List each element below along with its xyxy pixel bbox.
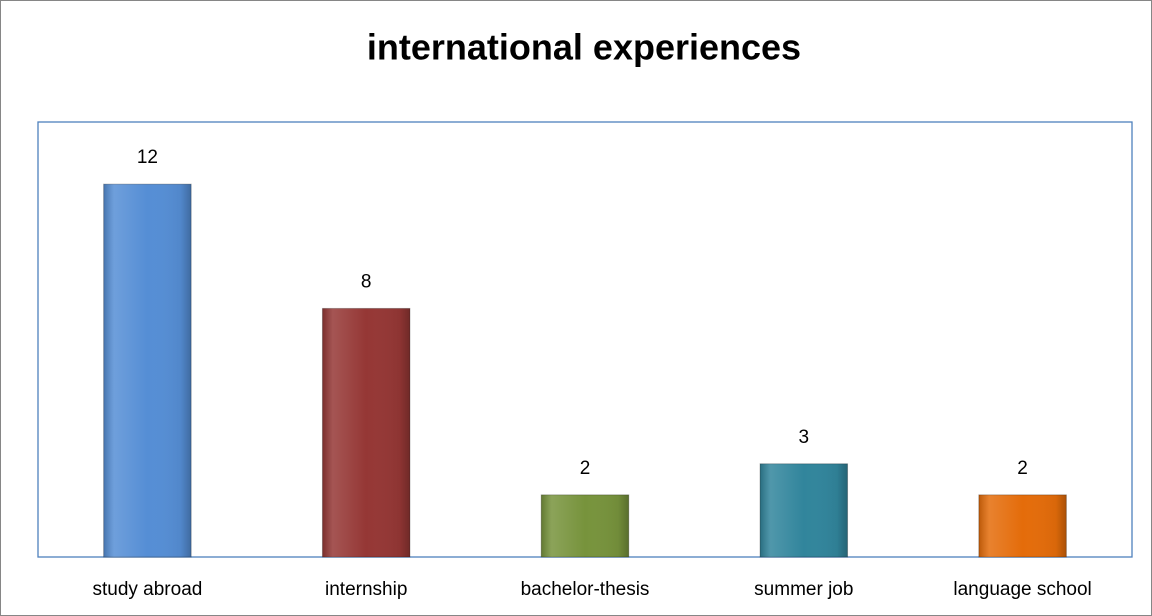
- data-label: 8: [361, 271, 372, 292]
- x-tick-label: study abroad: [92, 579, 202, 600]
- bar: [103, 183, 192, 558]
- chart-title: international experiences: [367, 27, 801, 68]
- bar: [321, 307, 411, 558]
- data-label: 12: [137, 147, 158, 168]
- x-tick-label: language school: [953, 579, 1091, 600]
- data-label: 2: [1017, 458, 1028, 479]
- bar: [978, 494, 1067, 558]
- bar: [759, 463, 849, 558]
- x-tick-label: internship: [325, 579, 407, 600]
- x-tick-label: summer job: [754, 579, 853, 600]
- data-label: 3: [799, 427, 810, 448]
- data-label: 2: [580, 458, 591, 479]
- x-tick-label: bachelor-thesis: [521, 579, 650, 600]
- bar: [540, 494, 630, 558]
